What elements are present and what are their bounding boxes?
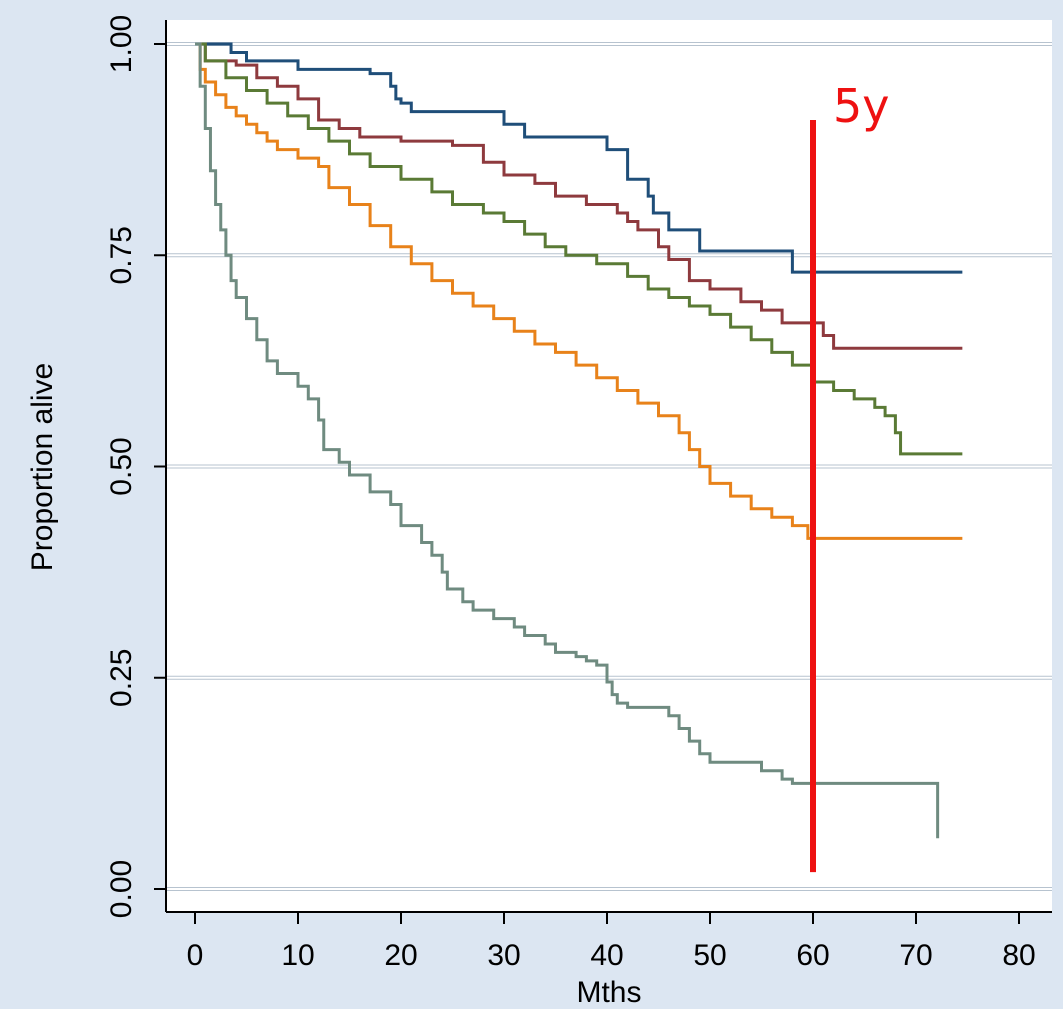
series-line-2 bbox=[195, 42, 963, 456]
series-line-4 bbox=[195, 42, 940, 839]
axes: 0.00 0.25 0.50 0.75 1.00 0 10 20 30 40 50 60 70 80 bbox=[105, 15, 1052, 972]
y-axis-title: Proportion alive bbox=[26, 363, 59, 571]
x-tick-label-8: 80 bbox=[1002, 939, 1035, 972]
plot-area bbox=[166, 20, 1052, 912]
annotations: 5y bbox=[810, 79, 890, 873]
y-tick-label-3: 0.75 bbox=[105, 226, 138, 284]
y-tick-label-2: 0.50 bbox=[105, 437, 138, 495]
series-lines bbox=[195, 42, 963, 839]
y-tick-label-4: 1.00 bbox=[105, 15, 138, 73]
x-tick-label-4: 40 bbox=[590, 939, 623, 972]
x-tick-label-0: 0 bbox=[187, 939, 204, 972]
y-tick-label-1: 0.25 bbox=[105, 649, 138, 707]
gridlines bbox=[166, 42, 1052, 891]
y-tick-label-0: 0.00 bbox=[105, 860, 138, 918]
x-tick-label-7: 70 bbox=[899, 939, 932, 972]
x-tick-label-6: 60 bbox=[796, 939, 829, 972]
x-tick-label-1: 10 bbox=[281, 939, 314, 972]
series-line-1 bbox=[195, 42, 963, 350]
x-tick-label-2: 20 bbox=[384, 939, 417, 972]
series-line-3 bbox=[195, 42, 963, 540]
series-line-0 bbox=[195, 42, 963, 274]
x-tick-label-5: 50 bbox=[693, 939, 726, 972]
x-tick-label-3: 30 bbox=[487, 939, 520, 972]
x-axis-title: Mths bbox=[576, 976, 641, 1009]
five-year-label: 5y bbox=[833, 79, 890, 133]
